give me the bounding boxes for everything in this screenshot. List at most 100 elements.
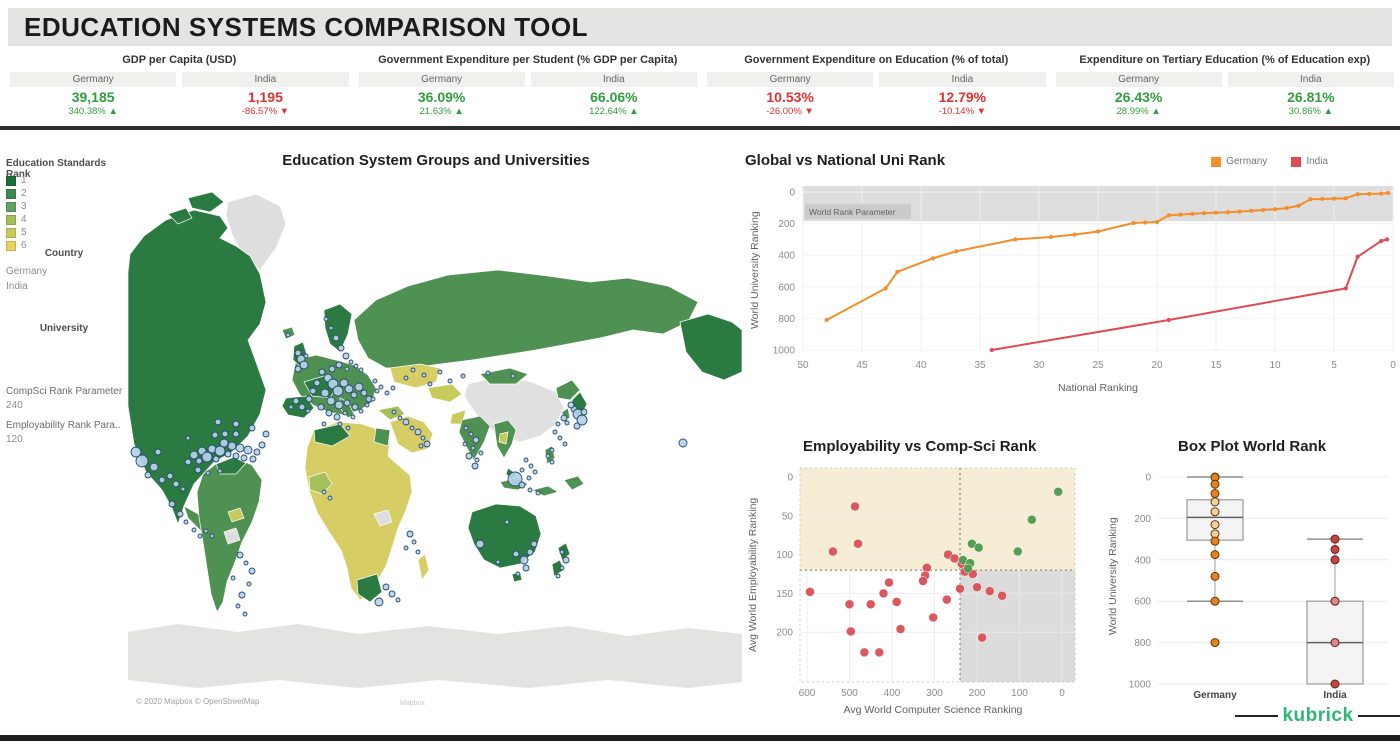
box-plot-y-axis-title: World University Ranking	[1107, 517, 1119, 635]
logo-line-left	[1235, 715, 1279, 717]
svg-text:India: India	[1323, 690, 1347, 701]
kpi-metric-title: GDP per Capita (USD)	[122, 54, 237, 66]
svg-text:400: 400	[884, 688, 901, 699]
rank-swatch	[6, 214, 16, 225]
world-map[interactable]	[128, 162, 742, 712]
svg-text:25: 25	[1092, 360, 1104, 371]
legend-item-germany[interactable]: Germany	[1211, 156, 1267, 167]
kpi-metric-title: Expenditure on Tertiary Education (% of …	[1079, 54, 1371, 66]
kpi-country-header: Germany	[358, 72, 525, 87]
svg-text:400: 400	[1134, 555, 1151, 566]
svg-text:800: 800	[1134, 638, 1151, 649]
education-standards-legend-title: Education Standards Rank	[6, 158, 107, 180]
page-title: EDUCATION SYSTEMS COMPARISON TOOL	[24, 11, 588, 42]
university-filter-title: University	[39, 323, 89, 334]
rank-legend-item[interactable]: 3	[6, 200, 27, 213]
kpi-value: 1,195	[247, 89, 283, 105]
svg-text:10: 10	[1269, 360, 1281, 371]
map-attribution[interactable]: © 2020 Mapbox © OpenStreetMap	[132, 696, 264, 707]
box-plot-panel: Box Plot World Rank World University Ran…	[1103, 436, 1400, 726]
kpi-change: 21.63% ▲	[419, 106, 464, 117]
rank-legend-item[interactable]: 5	[6, 226, 27, 239]
kpi-value: 39,185	[71, 89, 115, 105]
divider	[0, 126, 1400, 130]
svg-text:800: 800	[778, 314, 795, 325]
kpi-country-header: Germany	[1055, 72, 1222, 87]
scatter-chart-panel: Employability vs Comp-Sci Rank Avg World…	[743, 436, 1105, 726]
dashboard-title-bar: EDUCATION SYSTEMS COMPARISON TOOL	[8, 8, 1392, 46]
kpi-country-header: India	[182, 72, 349, 87]
kpi-change: -86.57% ▼	[241, 106, 290, 117]
svg-text:50: 50	[797, 360, 809, 371]
rank-legend-item[interactable]: 4	[6, 213, 27, 226]
compsci-rank-parameter-value[interactable]: 240	[6, 400, 23, 411]
mapbox-watermark: Mapbox	[400, 700, 425, 707]
kpi-country-header: India	[879, 72, 1046, 87]
scatter-x-axis-title: Avg World Computer Science Ranking	[843, 704, 1023, 716]
svg-text:600: 600	[1134, 597, 1151, 608]
svg-text:100: 100	[1011, 688, 1028, 699]
svg-text:150: 150	[776, 589, 793, 600]
country-filter-title: Country	[44, 248, 84, 259]
rank-swatch	[6, 188, 16, 199]
kpi-cell-germany: Germany 10.53% -26.00% ▼	[707, 72, 874, 117]
box-plot-title: Box Plot World Rank	[1178, 438, 1327, 455]
scatter-y-axis-title: Avg World Employability Ranking	[747, 497, 759, 653]
legend-swatch	[1291, 156, 1302, 167]
divider	[0, 735, 1400, 741]
kpi-country-header: Germany	[10, 72, 177, 87]
kpi-cell-germany: Germany 39,185 340.38% ▲	[10, 72, 177, 117]
svg-text:200: 200	[969, 688, 986, 699]
legend-label: Germany	[1226, 156, 1268, 167]
box-plot[interactable]: Germany India 0 200 400 600 800 1000	[1103, 436, 1400, 724]
svg-text:0: 0	[1059, 688, 1065, 699]
line-chart-legend[interactable]: Germany India	[1211, 156, 1328, 167]
line-chart-x-axis-title: National Ranking	[1058, 382, 1138, 394]
svg-text:50: 50	[782, 511, 794, 522]
kpi-group: Government Expenditure on Education (% o…	[707, 54, 1046, 124]
kpi-metric-title: Government Expenditure per Student (% GD…	[378, 54, 678, 66]
kpi-country-header: Germany	[707, 72, 874, 87]
rank-swatch	[6, 227, 16, 238]
employability-rank-parameter-value[interactable]: 120	[6, 434, 23, 445]
kpi-change: 122.64% ▲	[589, 106, 639, 117]
rank-label: 3	[21, 201, 27, 212]
kpi-change: 30.86% ▲	[1288, 106, 1333, 117]
education-standards-legend[interactable]: 1 2 3 4 5 6	[6, 174, 27, 252]
line-chart-panel: Global vs National Uni Rank Germany India…	[745, 148, 1400, 436]
svg-text:0: 0	[1145, 473, 1151, 484]
kpi-cell-india: India 66.06% 122.64% ▲	[530, 72, 697, 117]
kpi-change: -10.14% ▼	[938, 106, 987, 117]
kpi-value: 66.06%	[590, 89, 638, 105]
svg-text:200: 200	[778, 219, 795, 230]
kubrick-logo: kubrick · · · · · · · · · ·	[1235, 706, 1400, 736]
country-filter-items[interactable]: Germany India	[6, 264, 47, 294]
rank-legend-item[interactable]: 2	[6, 187, 27, 200]
rank-label: 1	[21, 175, 27, 186]
legend-item-india[interactable]: India	[1291, 156, 1328, 167]
scatter-plot[interactable]: 600 500 400 300 200 100 0 0 50 100 150 200	[743, 436, 1105, 702]
kpi-change: 28.99% ▲	[1116, 106, 1161, 117]
rank-legend-item[interactable]: 1	[6, 174, 27, 187]
kpi-group: Expenditure on Tertiary Education (% of …	[1055, 54, 1394, 124]
svg-text:0: 0	[787, 473, 793, 484]
svg-text:40: 40	[915, 360, 927, 371]
kpi-group: Government Expenditure per Student (% GD…	[358, 54, 697, 124]
svg-text:0: 0	[1390, 360, 1396, 371]
compsci-rank-parameter-label: CompSci Rank Parameter	[6, 386, 123, 397]
svg-text:200: 200	[776, 628, 793, 639]
svg-text:600: 600	[799, 688, 816, 699]
university-markers[interactable]	[130, 316, 688, 617]
svg-text:400: 400	[778, 251, 795, 262]
kpi-cell-germany: Germany 36.09% 21.63% ▲	[358, 72, 525, 117]
map-title: Education System Groups and Universities	[282, 152, 590, 169]
country-item-india[interactable]: India	[6, 281, 28, 292]
logo-line-right	[1357, 715, 1400, 717]
legend-label: India	[1306, 156, 1328, 167]
rank-legend-item[interactable]: 6	[6, 239, 27, 252]
country-item-germany[interactable]: Germany	[6, 266, 48, 277]
kpi-cell-india: India 12.79% -10.14% ▼	[879, 72, 1046, 117]
svg-text:5: 5	[1331, 360, 1337, 371]
